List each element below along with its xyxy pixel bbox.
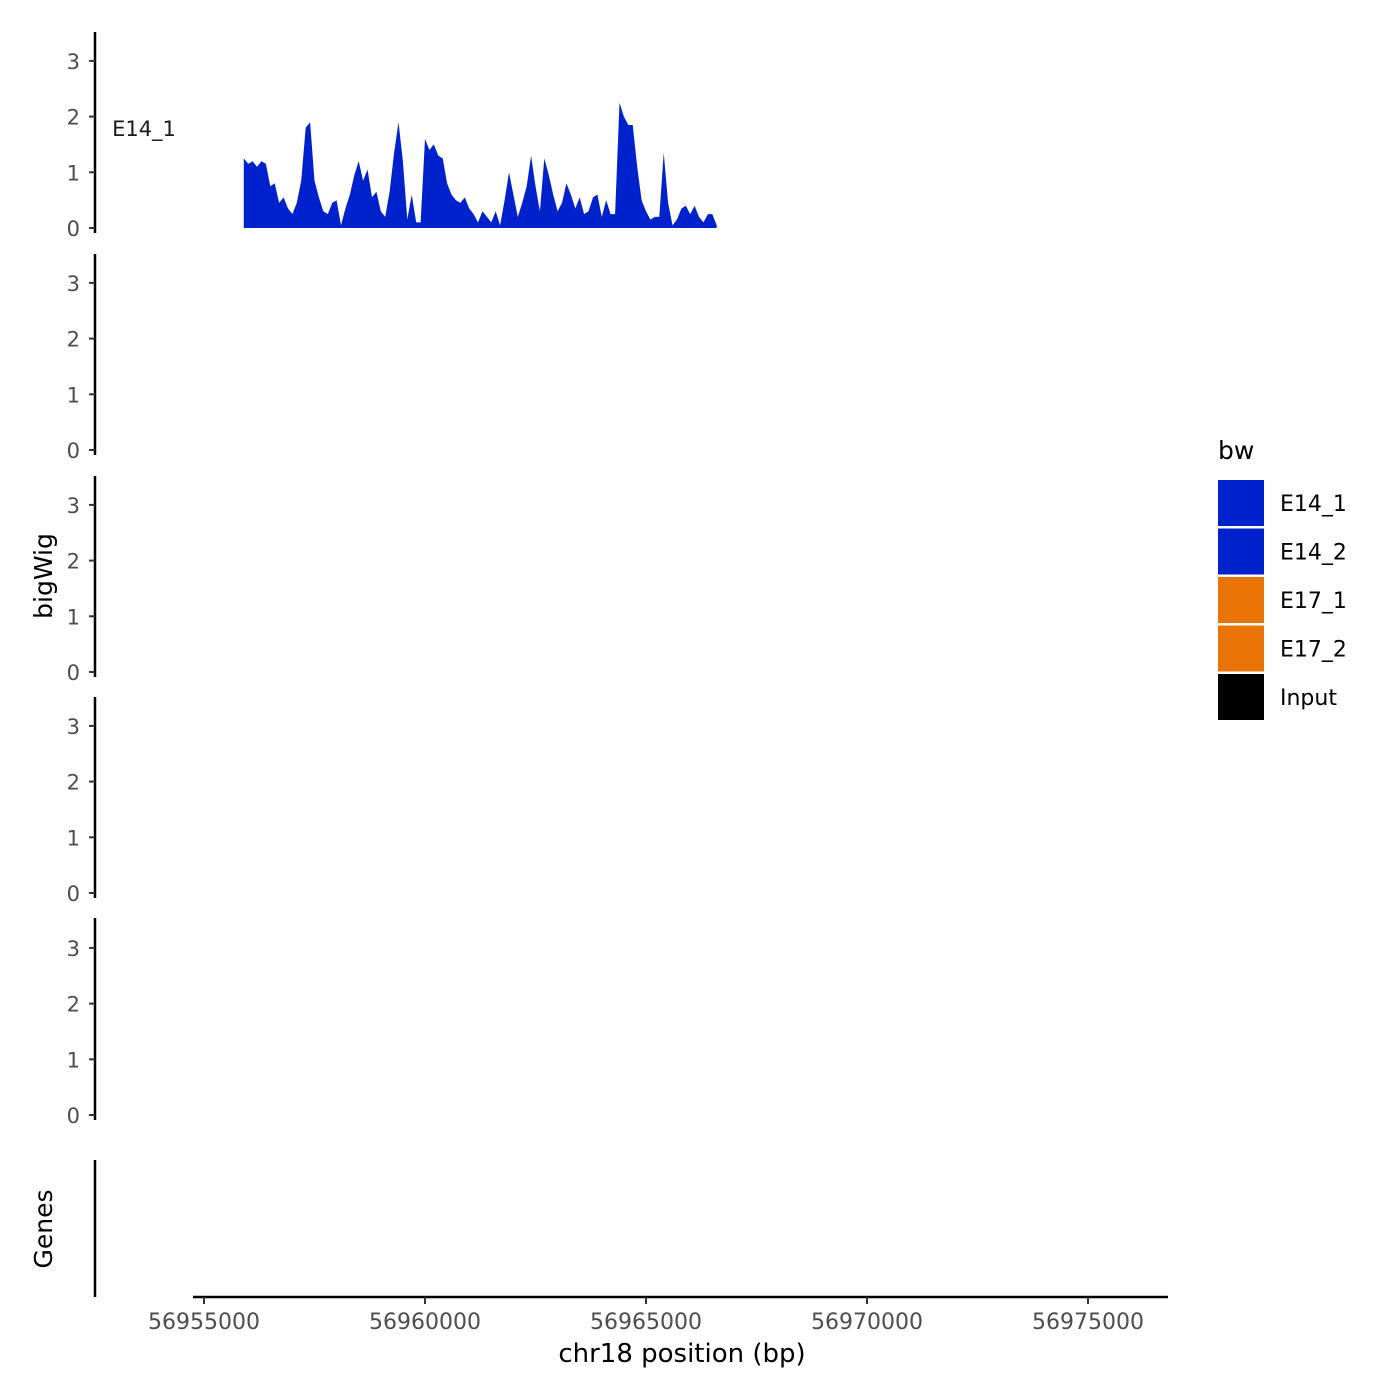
legend-key-E14_2	[1218, 528, 1264, 575]
y-tick-label: 1	[67, 826, 80, 850]
legend-label: Input	[1280, 686, 1337, 711]
y-axis-title: bigWig	[29, 533, 58, 619]
x-axis-title: chr18 position (bp)	[558, 1339, 805, 1369]
y-tick-label: 3	[67, 50, 80, 74]
track-panel-4: 0 1 2 3	[67, 918, 97, 1128]
x-tick-label: 56960000	[369, 1310, 481, 1335]
y-tick-label: 3	[67, 494, 80, 518]
track-panel-2: 0 1 2 3	[67, 476, 97, 685]
y-tick-label: 3	[67, 715, 80, 739]
y-tick-label: 2	[67, 771, 80, 795]
genes-axis-title: Genes	[29, 1189, 58, 1268]
signal-area-E14_1	[243, 102, 717, 228]
legend-key-Input	[1218, 674, 1264, 720]
legend-key-E17_2	[1218, 625, 1264, 672]
x-tick-label: 56970000	[811, 1310, 923, 1335]
y-tick-label: 2	[67, 550, 80, 574]
legend-label: E17_1	[1280, 589, 1347, 614]
y-tick-label: 1	[67, 1048, 80, 1072]
y-tick-label: 0	[67, 217, 80, 241]
legend-label: E14_2	[1280, 541, 1347, 566]
track-panel-1: 0 1 2 3	[67, 254, 97, 463]
y-tick-label: 2	[67, 106, 80, 130]
legend-key-E14_1	[1218, 480, 1264, 526]
legend-label: E17_2	[1280, 638, 1347, 663]
track-label: E14_1	[112, 117, 176, 142]
track-panel-E14_1: 0 1 2 3 E14_1	[67, 32, 717, 241]
y-tick-label: 2	[67, 993, 80, 1017]
y-tick-label: 1	[67, 161, 80, 185]
y-tick-label: 1	[67, 605, 80, 629]
y-tick-label: 1	[67, 383, 80, 407]
x-tick-label: 56955000	[148, 1310, 260, 1335]
y-tick-label: 0	[67, 1104, 80, 1128]
y-tick-label: 0	[67, 882, 80, 906]
legend-key-E17_1	[1218, 577, 1264, 623]
y-tick-label: 2	[67, 328, 80, 352]
y-tick-label: 3	[67, 937, 80, 961]
legend: bw E14_1 E14_2 E17_1 E17_2 Input	[1218, 436, 1347, 720]
y-tick-label: 3	[67, 272, 80, 296]
x-tick-label: 56965000	[590, 1310, 702, 1335]
track-panel-3: 0 1 2 3	[67, 697, 97, 906]
tracks-layer: 0 1 2 3 E14_1 0 1 2 3 0 1 2 3 0 1 2 3 0 1 2 3	[67, 32, 717, 1128]
legend-label: E14_1	[1280, 492, 1347, 517]
y-tick-label: 0	[67, 661, 80, 685]
y-tick-label: 0	[67, 439, 80, 463]
x-tick-label: 56975000	[1032, 1310, 1144, 1335]
legend-title: bw	[1218, 436, 1254, 465]
x-axis: 56955000 56960000 56965000 56970000 56975000	[148, 1295, 1168, 1335]
